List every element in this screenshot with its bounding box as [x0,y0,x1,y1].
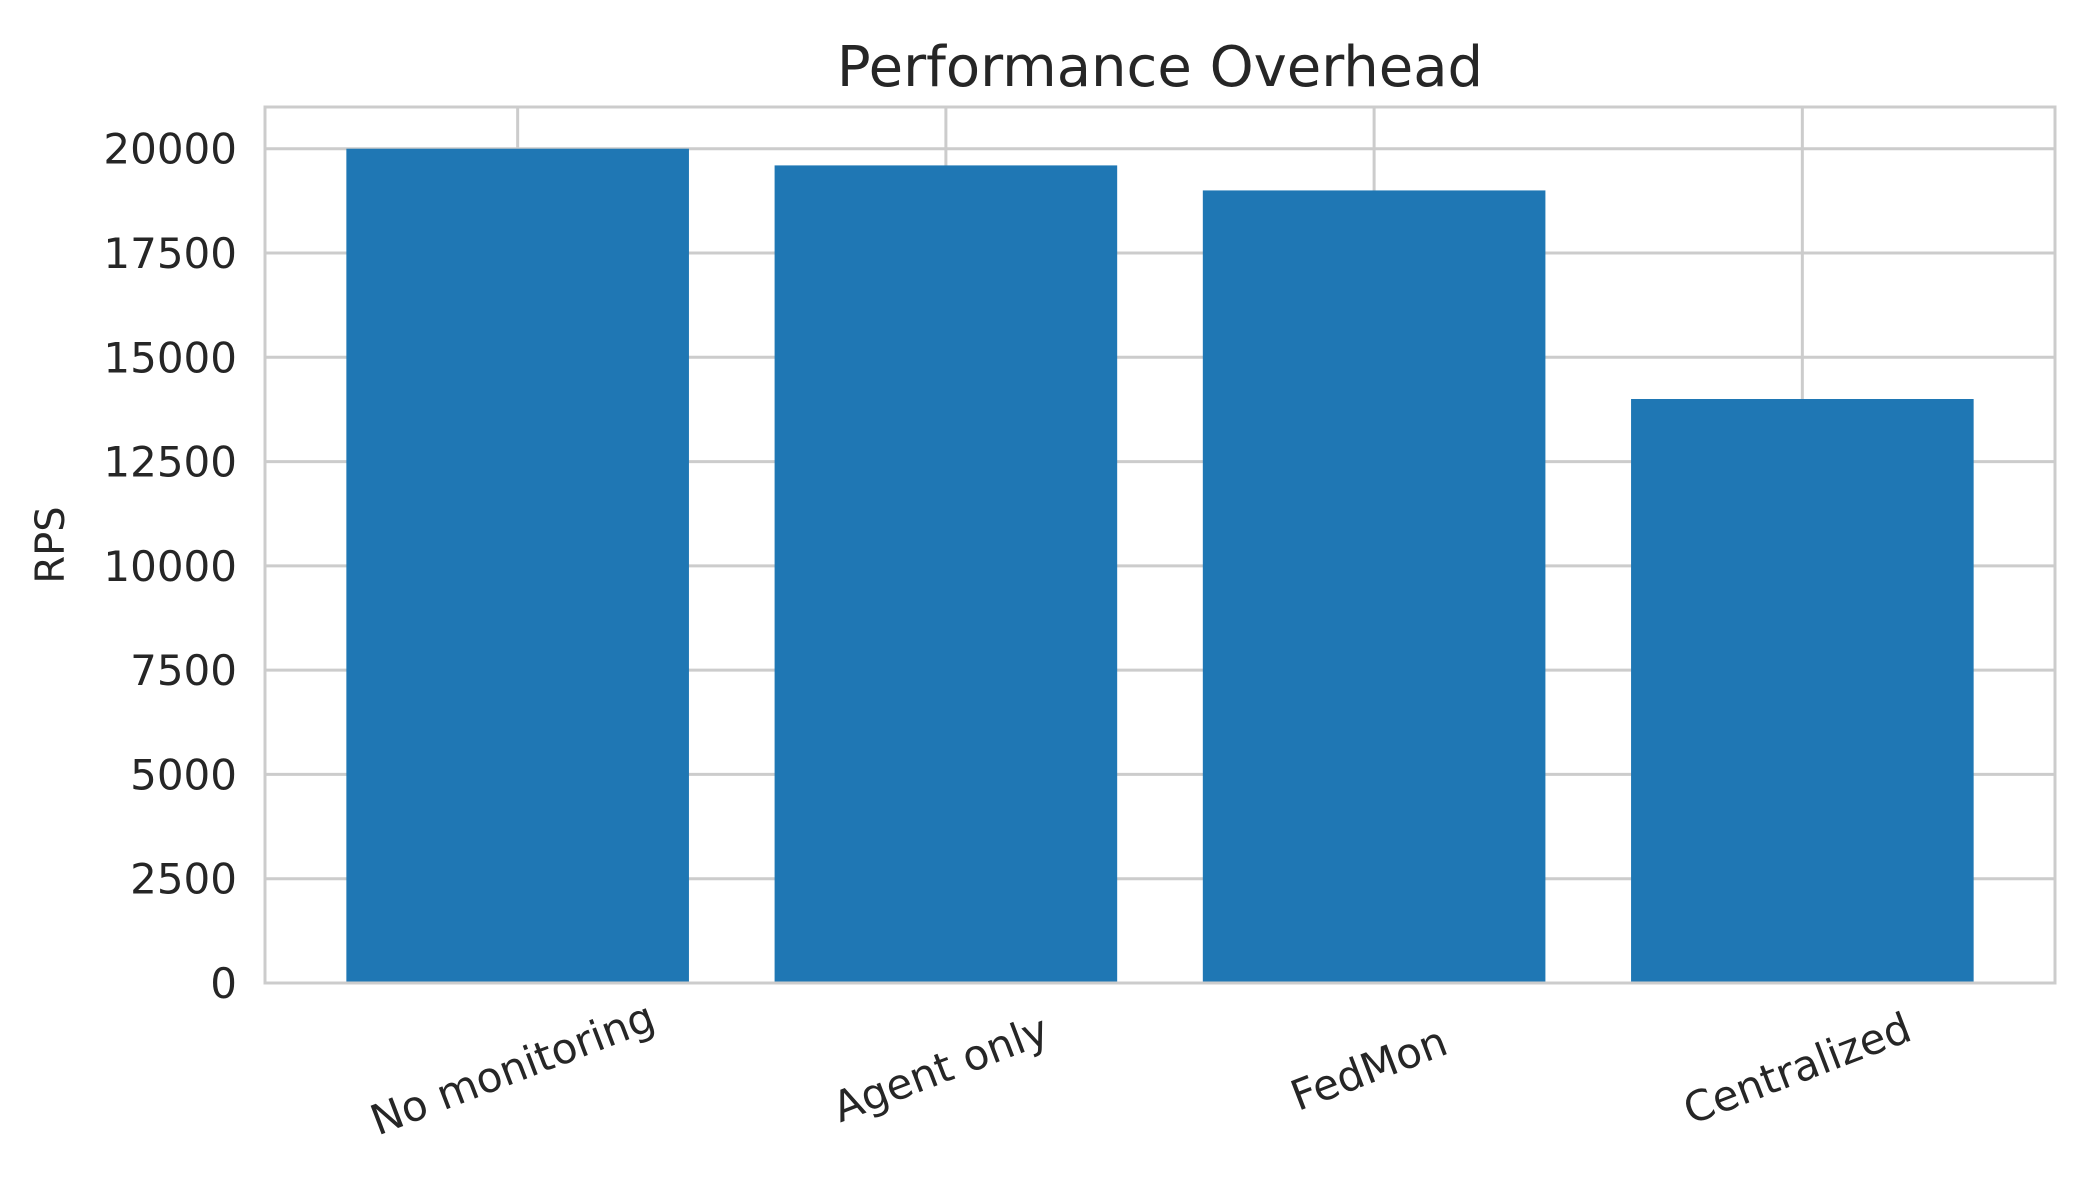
y-tick-label: 20000 [103,125,237,174]
y-tick-labels: 0 2500 5000 7500 10000 12500 15000 17500 20000 [103,125,237,1008]
y-tick-label: 17500 [103,229,237,278]
chart-title: Performance Overhead [837,35,1483,100]
x-tick-labels: No monitoring Agent only FedMon Centralized [364,992,1918,1145]
y-tick-label: 10000 [103,542,237,591]
x-tick-label: No monitoring [364,992,661,1145]
bar-centralized [1631,399,1974,983]
y-axis-label: RPS [28,506,74,583]
y-tick-label: 5000 [130,750,237,799]
bar-fedmon [1202,190,1546,983]
bar-no-monitoring [346,148,689,983]
x-tick-label: FedMon [1284,1016,1454,1120]
y-tick-label: 12500 [103,438,237,487]
x-tick-label: Agent only [826,1005,1055,1132]
y-tick-label: 0 [210,959,237,1008]
bars-group [346,148,1974,983]
axes-frame [263,105,2057,985]
y-tick-label: 15000 [103,333,237,382]
x-tick-label: Centralized [1677,1003,1918,1134]
bar-agent-only [774,165,1118,983]
y-tick-label: 7500 [130,646,237,695]
y-tick-label: 2500 [130,855,237,904]
